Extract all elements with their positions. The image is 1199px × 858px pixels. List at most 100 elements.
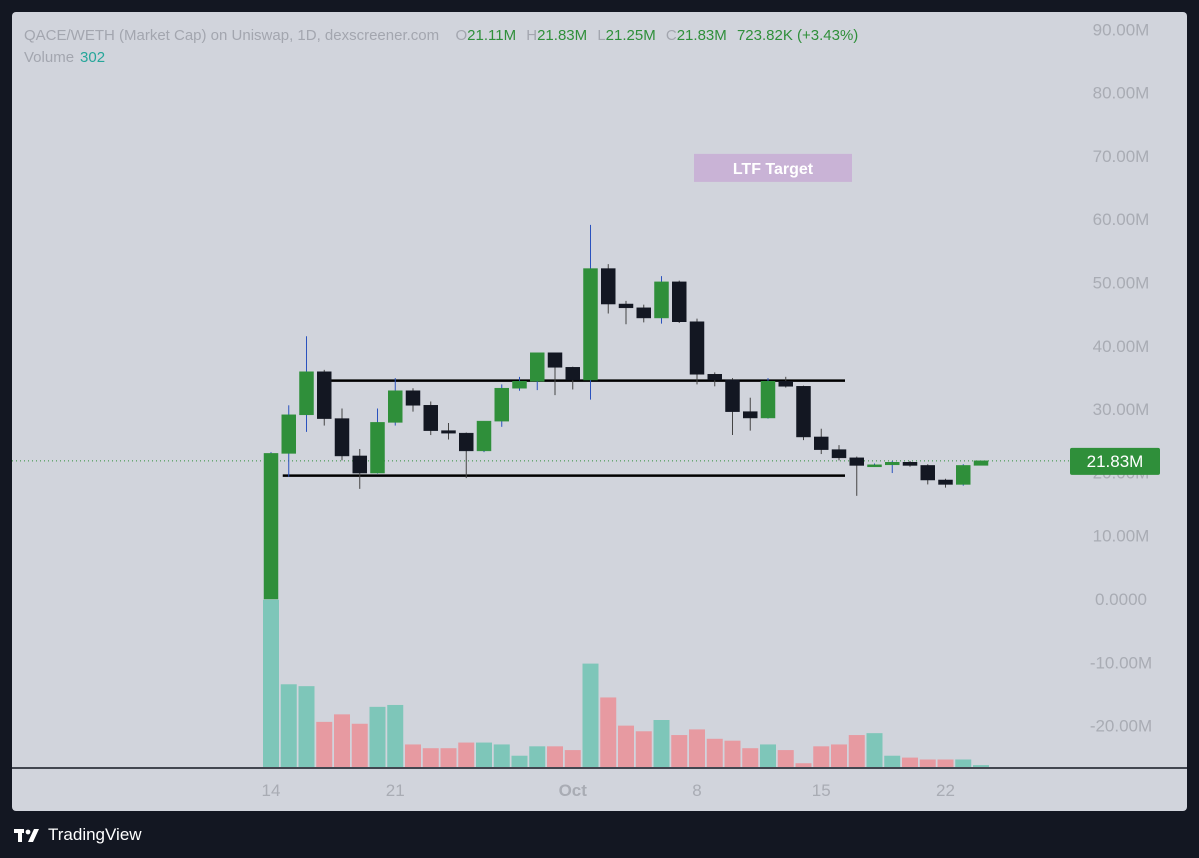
candle-body (618, 303, 634, 309)
candle-body (601, 268, 616, 305)
volume-bar (493, 744, 510, 767)
y-tick-label: 30.00M (1093, 400, 1150, 419)
tradingview-branding[interactable]: TradingView (14, 822, 142, 848)
x-tick-label: 22 (936, 781, 955, 800)
x-tick-label: 15 (812, 781, 831, 800)
volume-value: 302 (80, 49, 106, 66)
candle-body (317, 371, 332, 419)
volume-bar (405, 744, 421, 767)
annotation-label: LTF Target (733, 161, 814, 178)
volume-bar (795, 763, 812, 767)
candle-body (405, 390, 421, 406)
symbol-title: QACE/WETH (Market Cap) on Uniswap, 1D, d… (24, 27, 440, 44)
candle-body (938, 479, 953, 485)
chart-panel[interactable]: LTF Target 90.00M 80.00M 70.00M 60.00M 50.00M… (12, 12, 1187, 811)
volume-bar (369, 706, 386, 767)
volume-bar (813, 746, 830, 767)
volume-bar (263, 599, 279, 767)
volume-bar (919, 759, 936, 767)
volume-bar (600, 697, 617, 767)
candle-body (831, 449, 847, 459)
candle-body (849, 457, 864, 466)
volume-bar (742, 748, 759, 767)
candle-body (583, 268, 598, 381)
volume-bar (973, 765, 989, 767)
volume-bar (724, 740, 741, 767)
ohlc-low-value: 21.25M (605, 27, 656, 44)
tradingview-logo-icon (14, 829, 39, 842)
y-tick-label: 40.00M (1093, 337, 1150, 356)
candle-body (689, 321, 705, 375)
volume-bar (316, 721, 333, 767)
annotation-box (694, 153, 852, 182)
last-price-badge (1070, 447, 1160, 475)
volume-bar (760, 744, 776, 767)
ohlc-open-value: 21.11M (467, 27, 517, 44)
y-tick-label: 90.00M (1093, 20, 1150, 39)
ohlc-low-label: L (597, 27, 606, 44)
candle-body (796, 386, 811, 438)
candle-body (956, 465, 971, 485)
candle-body (672, 281, 687, 322)
ohlc-high-label: H (526, 27, 538, 44)
y-tick-label: 0.0000 (1095, 590, 1147, 609)
x-tick-label: 8 (692, 781, 701, 800)
legend-symbol-row: QACE/WETH (Market Cap) on Uniswap, 1D, d… (24, 25, 864, 47)
candle-body (760, 380, 776, 419)
volume-bar (511, 755, 528, 767)
volume-bar (618, 725, 634, 767)
price-change: 723.82K (+3.43%) (736, 27, 859, 44)
volume-bar (582, 663, 599, 767)
candle-body (352, 455, 367, 474)
candle-body (778, 380, 793, 387)
candle-body (565, 367, 580, 381)
last-price-label: 21.83M (1087, 452, 1144, 471)
candle-body (388, 390, 403, 423)
candle-body (902, 462, 918, 466)
candle-body (423, 405, 438, 431)
volume-bar (902, 757, 918, 767)
volume-bar (937, 759, 954, 767)
candle-body (814, 436, 829, 450)
x-tick-label: 14 (262, 781, 281, 800)
volume-bar (653, 720, 670, 767)
price-chart[interactable]: LTF Target 90.00M 80.00M 70.00M 60.00M 50.00M… (12, 12, 1187, 811)
candle-body (299, 371, 314, 416)
candle-body (885, 462, 900, 466)
volume-bar (547, 746, 563, 767)
volume-label: Volume (24, 49, 75, 66)
ohlc-open-label: O (455, 27, 468, 44)
candle-body (725, 379, 740, 412)
y-tick-label: 50.00M (1093, 274, 1150, 293)
volume-bar (440, 748, 457, 767)
candle-body (370, 422, 385, 474)
y-tick-label: -20.00M (1090, 717, 1152, 736)
volume-bar (529, 746, 546, 767)
candle-body (476, 420, 492, 452)
candle-body (263, 453, 279, 600)
volume-bar (387, 704, 404, 767)
candle-body (494, 387, 509, 422)
volume-bar (706, 738, 723, 767)
candle-body (920, 465, 935, 481)
volume-bar (422, 748, 439, 767)
volume-bar (866, 733, 883, 767)
volume-bar (298, 686, 315, 767)
x-tick-label: 21 (386, 781, 405, 800)
candle-body (654, 281, 669, 319)
volume-bar (848, 735, 865, 767)
candle-body (867, 464, 882, 468)
volume-bar (458, 742, 475, 767)
candle-body (530, 352, 545, 382)
y-tick-label: 10.00M (1093, 527, 1150, 546)
ohlc-close-label: C (665, 27, 677, 44)
legend-volume-row: Volume 302 (24, 47, 864, 69)
volume-bar (884, 755, 901, 767)
y-tick-label: -10.00M (1090, 653, 1152, 672)
candle-body (334, 418, 350, 457)
volume-bar (777, 750, 794, 767)
volume-bar (955, 759, 972, 767)
volume-bar (635, 731, 652, 767)
volume-bar (476, 742, 492, 767)
volume-bar (334, 714, 350, 767)
